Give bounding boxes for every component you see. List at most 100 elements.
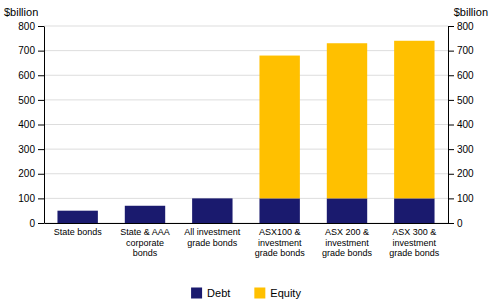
y-tick: 100 [18, 193, 44, 204]
y-tick-label: 400 [18, 119, 35, 130]
y-tick-mark [38, 223, 44, 224]
bar [259, 56, 299, 199]
y2-tick-label: 300 [457, 144, 474, 155]
y2-tick-mark [448, 26, 454, 27]
bar [394, 41, 434, 199]
y-tick-label: 600 [18, 70, 35, 81]
y2-tick-mark [448, 75, 454, 76]
x-tick-label-line: grade bonds [255, 248, 306, 258]
x-tick-label-line: All investment [184, 227, 241, 237]
y2-tick-label: 800 [457, 21, 474, 32]
x-tick: ASX 200 &investmentgrade bonds [322, 223, 373, 258]
y2-tick-mark [448, 174, 454, 175]
y2-tick-label: 100 [457, 193, 474, 204]
y2-tick-mark [448, 125, 454, 126]
y-axis-title: $billion [4, 6, 38, 18]
x-tick-label-line: investment [393, 238, 437, 248]
x-tick-label-line: bonds [133, 248, 158, 258]
bar [192, 198, 232, 199]
y2-tick: 200 [448, 168, 474, 179]
grid-line [44, 173, 448, 174]
y2-tick: 600 [448, 70, 474, 81]
x-tick-label: ASX 300 &investmentgrade bonds [389, 227, 440, 258]
x-tick-label: ASX 200 &investmentgrade bonds [322, 227, 373, 258]
x-tick: State & AAAcorporatebonds [120, 223, 170, 258]
legend-swatch [191, 288, 202, 299]
y2-tick-label: 700 [457, 45, 474, 56]
bar [125, 206, 165, 223]
y-axis-line [44, 27, 45, 224]
x-axis: State bonds State & AAAcorporatebonds All … [45, 223, 449, 258]
bars [57, 41, 434, 223]
legend-item: Debt [191, 287, 230, 299]
legend-label: Equity [270, 287, 301, 299]
grid-line [44, 50, 448, 51]
x-tick-label-line: State bonds [54, 227, 103, 237]
x-tick-label-line: investment [258, 238, 302, 248]
y-tick: 700 [18, 45, 44, 56]
y-tick-label: 0 [29, 218, 35, 229]
y-tick: 400 [18, 119, 44, 130]
y-tick-label: 300 [18, 144, 35, 155]
y-tick-label: 100 [18, 193, 35, 204]
bar [259, 198, 299, 223]
x-tick-label-line: ASX100 & [259, 227, 301, 237]
bar [125, 205, 165, 206]
y-tick-mark [38, 174, 44, 175]
y2-tick-label: 400 [457, 119, 474, 130]
legend: Debt Equity [191, 287, 301, 299]
y-tick-mark [38, 26, 44, 27]
grid-line [44, 198, 448, 199]
x-tick-label-line: State & AAA [120, 227, 170, 237]
x-tick-label-line: investment [325, 238, 369, 248]
x-tick-label-line: grade bonds [187, 238, 238, 248]
x-tick: All investmentgrade bonds [184, 223, 241, 248]
bar [327, 198, 367, 223]
bar [192, 198, 232, 223]
x-tick-label-line: ASX 200 & [325, 227, 369, 237]
x-tick-label-line: corporate [126, 238, 164, 248]
x-axis-line [45, 223, 449, 224]
x-tick-label: All investmentgrade bonds [184, 227, 241, 247]
grid-line [44, 26, 448, 27]
x-tick-label: State bonds [54, 227, 103, 237]
y2-tick: 0 [448, 218, 463, 229]
grid-line [44, 223, 448, 224]
bar [327, 43, 367, 198]
x-tick-label: ASX100 &investmentgrade bonds [255, 227, 306, 258]
grid [44, 26, 448, 223]
y2-tick-label: 600 [457, 70, 474, 81]
y-tick-mark [38, 75, 44, 76]
y-tick-mark [38, 51, 44, 52]
x-tick: State bonds [54, 223, 103, 237]
y-tick: 300 [18, 144, 44, 155]
bar [394, 198, 434, 223]
y-tick: 500 [18, 95, 44, 106]
bar [57, 211, 97, 223]
grid-line [44, 99, 448, 100]
y2-tick-label: 0 [457, 218, 463, 229]
y2-tick-mark [448, 198, 454, 199]
grid-line [44, 124, 448, 125]
y2-axis-title: $billion [454, 6, 488, 18]
y2-tick: 300 [448, 144, 474, 155]
y-tick-label: 500 [18, 95, 35, 106]
y-tick: 600 [18, 70, 44, 81]
y-tick-label: 800 [18, 21, 35, 32]
x-tick: ASX100 &investmentgrade bonds [255, 223, 306, 258]
y-tick-mark [38, 125, 44, 126]
y-tick-mark [38, 100, 44, 101]
y2-tick-mark [448, 51, 454, 52]
y2-tick-label: 200 [457, 168, 474, 179]
chart: 0100200300400500600700800010020030040050… [0, 0, 492, 303]
grid-line [44, 75, 448, 76]
y2-tick-mark [448, 149, 454, 150]
y-tick-mark [38, 149, 44, 150]
x-tick-label-line: grade bonds [389, 248, 440, 258]
y-tick: 800 [18, 21, 44, 32]
y-tick-label: 200 [18, 168, 35, 179]
y-axis: 0 100 200 300 400 500 600 700 800 [18, 21, 44, 229]
bar [57, 210, 97, 211]
x-tick-label-line: ASX 300 & [392, 227, 436, 237]
grid-line [44, 149, 448, 150]
